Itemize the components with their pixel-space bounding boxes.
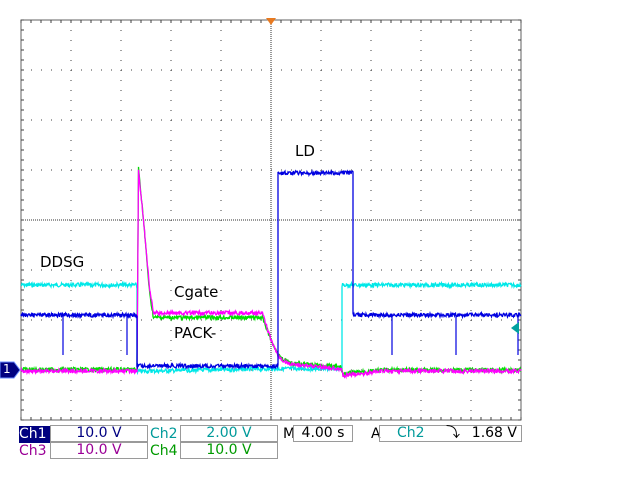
ch3-trace — [20, 169, 522, 380]
traces — [20, 166, 522, 380]
ch4-label[interactable]: Ch4 — [150, 443, 178, 459]
trigger-readout: Ch2 ⤵ 1.68 V — [379, 425, 522, 442]
trigger-label: A — [371, 426, 381, 442]
ch1-ground-label: 1 — [3, 362, 11, 376]
timebase-scale: 4.00 s — [293, 425, 353, 442]
timebase-label: M — [283, 426, 296, 442]
trigger-position-marker[interactable] — [266, 18, 276, 25]
ch2-label[interactable]: Ch2 — [150, 426, 178, 442]
ch1-scale: 10.0 V — [50, 425, 148, 442]
ch1-trace — [20, 169, 522, 371]
ch3-scale: 10.0 V — [50, 442, 148, 459]
falling-edge-icon: ⤵ — [446, 425, 460, 441]
annotation-ddsg: DDSG — [40, 253, 85, 271]
ch1-ground-marker[interactable] — [0, 361, 21, 379]
ch3-label[interactable]: Ch3 — [19, 443, 47, 459]
annotation-ld: LD — [295, 142, 315, 160]
ch1-label[interactable]: Ch1 — [19, 426, 50, 443]
ch2-scale: 2.00 V — [180, 425, 278, 442]
annotation-pack: PACK- — [174, 324, 217, 342]
graticule — [20, 19, 522, 421]
trigger-level-marker[interactable] — [511, 322, 519, 334]
trigger-level: 1.68 V — [471, 425, 517, 441]
ch4-scale: 10.0 V — [180, 442, 278, 459]
annotation-cgate: Cgate — [174, 283, 219, 301]
trigger-source: Ch2 — [397, 425, 425, 441]
